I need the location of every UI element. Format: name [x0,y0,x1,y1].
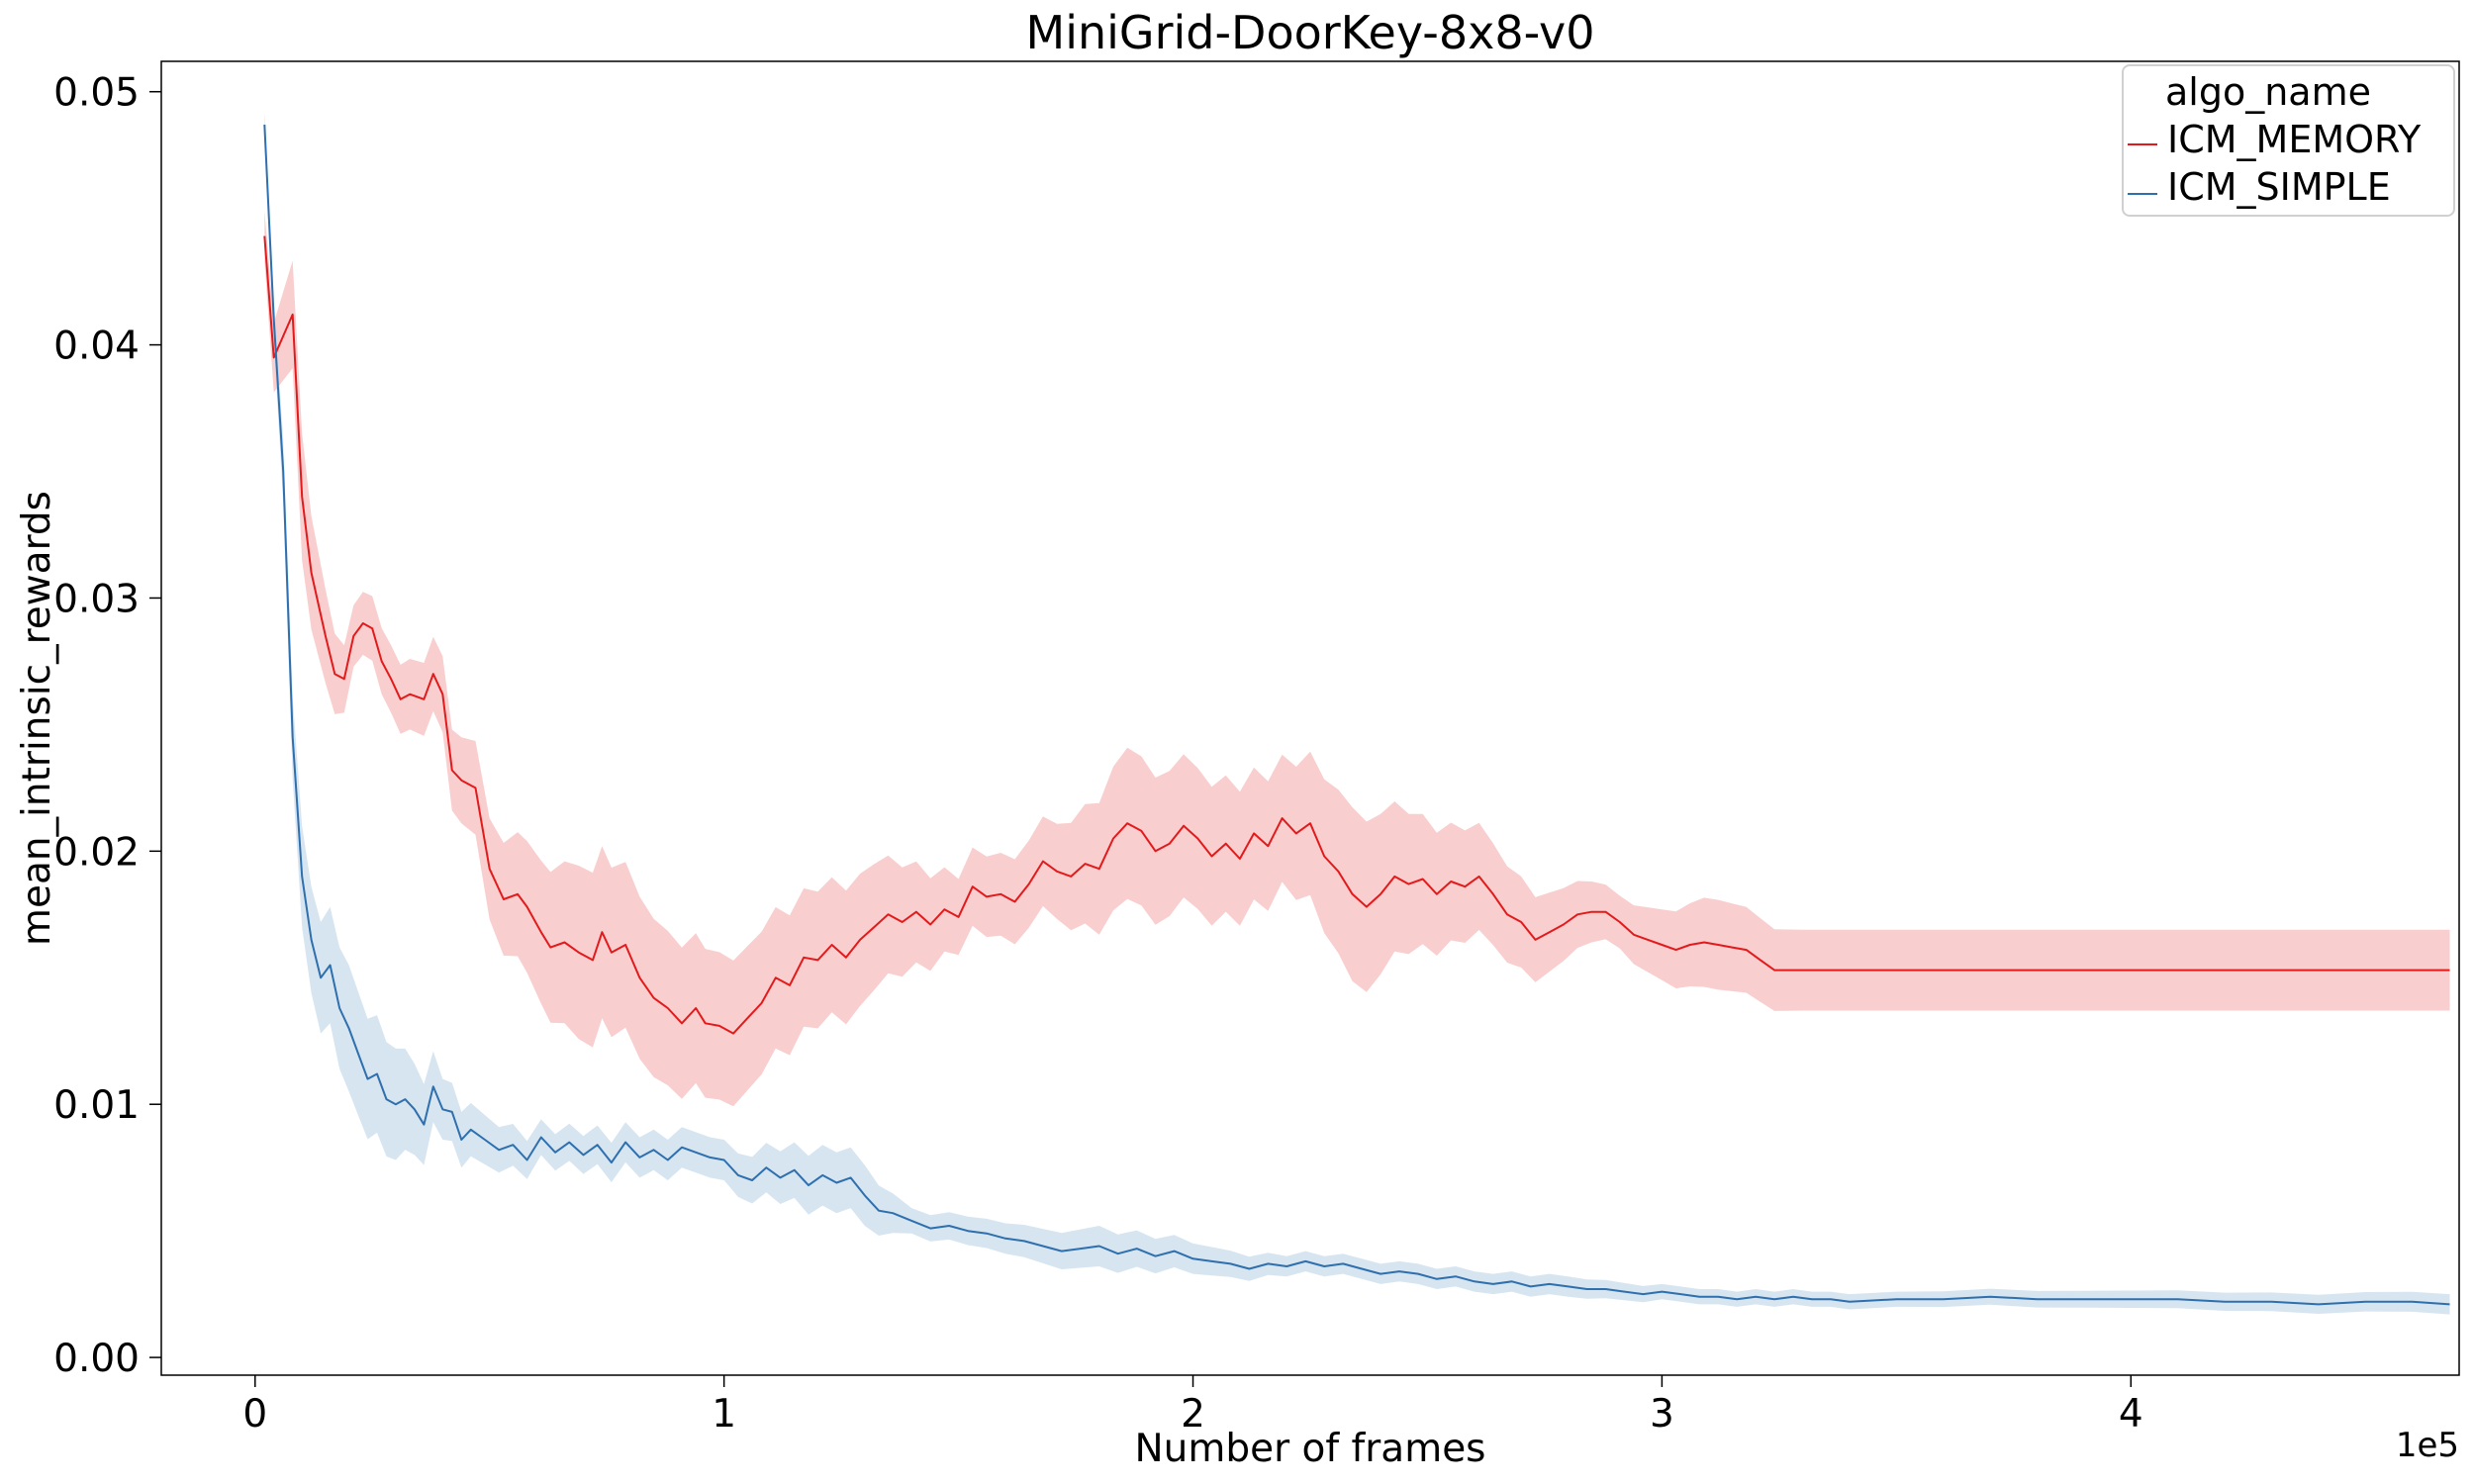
confidence-bands [264,112,2450,1315]
legend-label-icm-simple: ICM_SIMPLE [2167,165,2391,209]
legend-title: algo_name [2165,70,2371,114]
chart-title: MiniGrid-DoorKey-8x8-v0 [1026,6,1595,59]
x-tick-label: 4 [2119,1392,2143,1437]
x-axis-label: Number of frames [1134,1427,1485,1471]
plot-frame [160,60,2460,1376]
y-tick-label: 0.03 [53,577,140,621]
y-tick-label: 0.04 [53,325,140,369]
y-tick-label: 0.01 [53,1083,140,1128]
y-tick-label: 0.05 [53,71,140,116]
legend-box [2122,64,2455,217]
line-icm-simple [263,124,2450,1306]
band-icm-memory [264,211,2450,1107]
x-tick-label: 0 [242,1392,267,1437]
legend-label-icm-memory: ICM_MEMORY [2167,118,2422,161]
y-axis: 0.00 0.01 0.02 0.03 0.04 0.05 [53,71,161,1381]
x-tick-label: 1 [712,1392,736,1437]
x-tick-label: 2 [1181,1392,1205,1437]
x-tick-label: 3 [1650,1392,1674,1437]
line-icm-memory [263,235,2450,1035]
series-lines [263,124,2450,1306]
legend: algo_name ICM_MEMORY ICM_SIMPLE [2122,64,2455,217]
y-tick-label: 0.00 [53,1337,140,1381]
band-icm-simple [264,112,2450,1315]
y-axis-label: mean_intrinsic_rewards [15,491,59,946]
x-offset-label: 1e5 [2396,1426,2459,1465]
y-tick-label: 0.02 [53,830,140,875]
x-axis: 0 1 2 3 4 [242,1375,2143,1437]
